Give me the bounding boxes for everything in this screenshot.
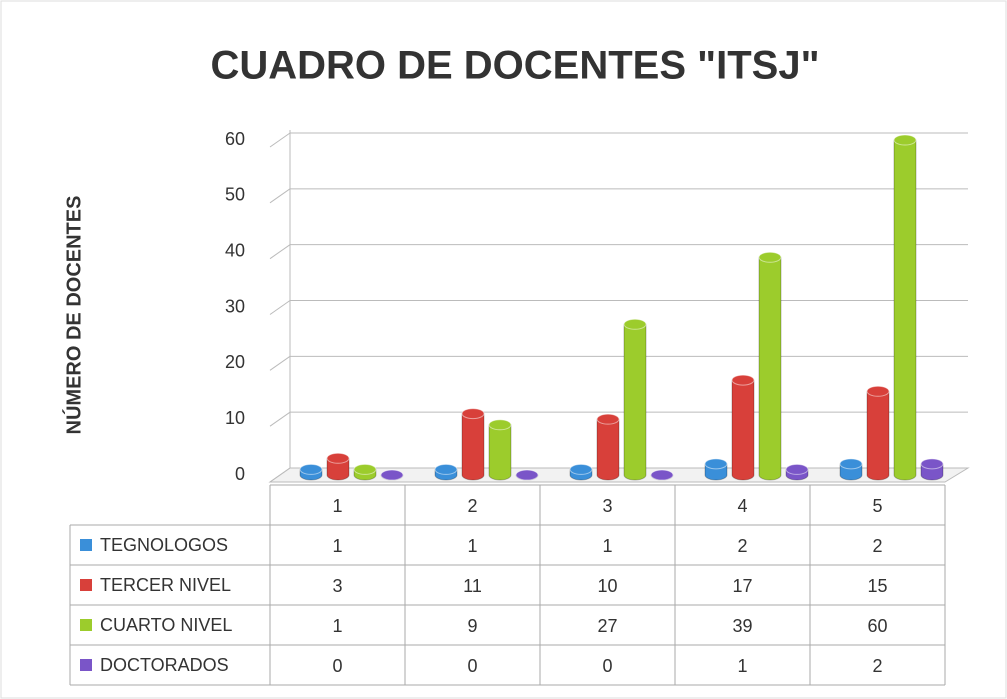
bar-cap (785, 463, 809, 475)
legend-swatch (80, 539, 92, 551)
legend-swatch (80, 619, 92, 631)
table-value: 2 (872, 536, 882, 556)
table-value: 1 (602, 536, 612, 556)
x-tick-label: 5 (872, 496, 882, 516)
bar-cap (299, 463, 323, 475)
bar (596, 418, 620, 481)
table-value: 1 (332, 616, 342, 636)
table-value: 1 (737, 656, 747, 676)
table-value: 11 (463, 576, 482, 596)
bar-cap (515, 469, 539, 481)
bar-cap (920, 458, 944, 470)
bar-cap (650, 469, 674, 481)
table-value: 9 (467, 616, 477, 636)
bar (623, 323, 647, 481)
y-tick-label: 10 (225, 408, 245, 428)
y-tick-label: 0 (235, 464, 245, 484)
bar-cap (704, 458, 728, 470)
bar (461, 413, 485, 481)
bar-cap (380, 469, 404, 481)
table-value: 0 (602, 656, 612, 676)
bar-cap (326, 452, 350, 464)
bar-cap (434, 463, 458, 475)
legend-label: CUARTO NIVEL (100, 615, 232, 635)
table-value: 2 (737, 536, 747, 556)
grid-line-side (269, 467, 291, 483)
bar-cap (731, 374, 755, 386)
grid-line-side (269, 355, 291, 371)
grid-line-side (269, 411, 291, 427)
bar (326, 457, 350, 481)
x-tick-label: 3 (602, 496, 612, 516)
y-axis-label: NÚMERO DE DOCENTES (61, 196, 85, 435)
table-value: 17 (732, 576, 752, 596)
bar-cap (488, 419, 512, 431)
grid-line-side (269, 244, 291, 260)
legend-label: TERCER NIVEL (100, 575, 231, 595)
legend-swatch (80, 579, 92, 591)
bar-cap (893, 134, 917, 146)
grid-line-side (269, 300, 291, 315)
legend-label: TEGNOLOGOS (100, 535, 228, 555)
table-value: 15 (867, 576, 887, 596)
grid-line-side (269, 188, 291, 204)
bar (731, 379, 755, 481)
bar-cap (866, 385, 890, 397)
bar-cap (461, 408, 485, 420)
y-tick-label: 40 (225, 240, 245, 260)
y-tick-label: 30 (225, 296, 245, 316)
bar (866, 390, 890, 481)
chart-title: CUADRO DE DOCENTES "ITSJ" (210, 44, 819, 88)
bar (488, 424, 512, 481)
x-tick-label: 1 (332, 496, 342, 516)
table-value: 1 (332, 536, 342, 556)
bar-cap (569, 463, 593, 475)
legend-swatch (80, 659, 92, 671)
bar (893, 139, 917, 481)
table-value: 0 (332, 656, 342, 676)
table-value: 3 (332, 576, 342, 596)
table-value: 27 (597, 616, 617, 636)
bar-cap (758, 251, 782, 263)
legend-label: DOCTORADOS (100, 655, 229, 675)
bar-cap (623, 318, 647, 330)
table-value: 60 (867, 616, 887, 636)
grid-line-side (269, 132, 291, 148)
y-tick-label: 20 (225, 352, 245, 372)
x-tick-label: 4 (737, 496, 747, 516)
bar (758, 256, 782, 481)
bar-cap (839, 458, 863, 470)
table-value: 0 (467, 656, 477, 676)
table-value: 2 (872, 656, 882, 676)
bar-cap (353, 463, 377, 475)
bar-cap (596, 413, 620, 425)
table-value: 1 (467, 536, 477, 556)
table-value: 39 (732, 616, 752, 636)
y-tick-label: 50 (225, 185, 245, 205)
y-tick-label: 60 (225, 129, 245, 149)
x-tick-label: 2 (467, 496, 477, 516)
table-value: 10 (597, 576, 617, 596)
